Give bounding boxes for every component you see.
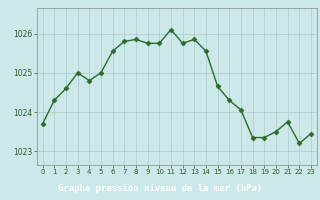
- Text: Graphe pression niveau de la mer (hPa): Graphe pression niveau de la mer (hPa): [58, 184, 262, 193]
